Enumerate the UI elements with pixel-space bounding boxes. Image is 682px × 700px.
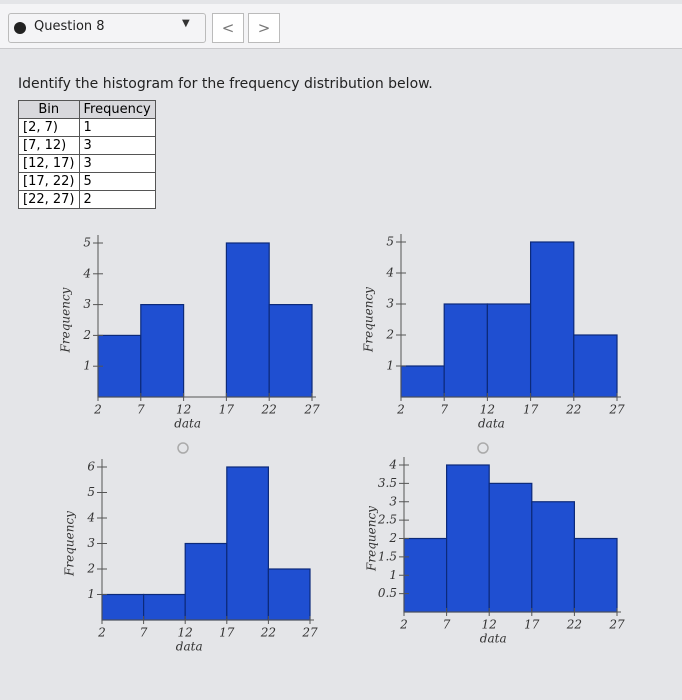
y-tick-label: 3	[87, 536, 95, 550]
y-tick-label: 3	[389, 494, 397, 508]
x-axis-label: data	[480, 632, 507, 646]
x-tick-label: 17	[523, 403, 539, 417]
x-tick-label: 2	[97, 626, 106, 640]
histogram-bar	[267, 568, 311, 621]
x-tick-label: 12	[176, 403, 191, 417]
x-tick-label: 22	[260, 626, 276, 640]
histogram-bar	[268, 304, 313, 398]
y-tick-label: 1	[386, 359, 394, 373]
histogram-bar	[184, 542, 228, 621]
y-tick-label: 2	[388, 531, 397, 545]
histogram-bar	[529, 241, 575, 398]
cell: [12, 17)	[18, 154, 80, 173]
y-tick-label: 4	[385, 266, 394, 280]
y-tick-label: 4	[82, 266, 91, 280]
x-tick-label: 17	[524, 618, 540, 632]
y-tick-label: 2	[82, 328, 91, 342]
y-tick-label: 1.5	[378, 549, 397, 563]
y-axis-label: Frequency	[365, 506, 379, 572]
histogram-bar	[226, 466, 270, 621]
x-tick-label: 12	[480, 403, 495, 417]
x-tick-label: 7	[137, 403, 145, 417]
y-tick-label: 1	[87, 587, 95, 601]
histogram-bar	[225, 242, 270, 398]
histogram-bar	[97, 334, 142, 398]
histogram-bar	[143, 593, 186, 621]
histogram-bar	[573, 334, 618, 398]
x-tick-label: 2	[396, 403, 405, 417]
y-tick-label: 5	[83, 236, 91, 250]
x-axis-label: data	[176, 640, 203, 654]
x-tick-label: 17	[219, 626, 235, 640]
header-bar: Question 8 ▼ < >	[0, 4, 682, 49]
y-tick-label: 4	[388, 458, 397, 472]
cell: [2, 7)	[18, 118, 80, 137]
cell: [17, 22)	[18, 172, 80, 191]
histogram-bar	[403, 537, 448, 613]
status-dot	[14, 22, 26, 34]
y-tick-label: 6	[87, 460, 95, 474]
col-header: Bin	[18, 100, 80, 119]
x-tick-label: 22	[565, 403, 581, 417]
y-tick-label: 2	[385, 328, 394, 342]
dropdown-arrow: ▼	[182, 18, 190, 29]
x-tick-label: 2	[93, 403, 102, 417]
y-axis-label: Frequency	[63, 511, 77, 577]
answer-radio[interactable]	[477, 442, 489, 454]
x-tick-label: 12	[482, 618, 497, 632]
x-tick-label: 12	[178, 626, 193, 640]
y-tick-label: 2.5	[377, 513, 397, 527]
x-tick-label: 27	[608, 403, 625, 417]
y-tick-label: 2	[86, 562, 95, 576]
histogram-bar	[486, 303, 532, 398]
y-tick-label: 0.5	[378, 586, 397, 600]
y-tick-label: 3	[83, 297, 91, 311]
y-tick-label: 3	[386, 297, 394, 311]
frequency-table: Bin Frequency [2, 7) 1 [7, 12) 3 [12, 17) 3 …	[18, 100, 156, 209]
y-tick-label: 4	[86, 511, 95, 525]
x-tick-label: 22	[566, 618, 582, 632]
x-tick-label: 7	[443, 618, 451, 632]
histogram-bar	[400, 365, 445, 398]
x-tick-label: 17	[219, 403, 235, 417]
y-tick-label: 3.5	[378, 476, 397, 490]
prev-button[interactable]: <	[212, 13, 244, 43]
question-label: Question 8	[34, 19, 105, 34]
x-tick-label: 27	[303, 403, 320, 417]
y-tick-label: 1	[83, 359, 91, 373]
x-tick-label: 22	[261, 403, 277, 417]
question-select[interactable]	[8, 13, 206, 43]
cell: 2	[78, 190, 156, 209]
x-axis-label: data	[174, 417, 201, 431]
x-tick-label: 7	[140, 626, 148, 640]
histogram-bar	[446, 464, 490, 613]
histogram-bar	[101, 593, 145, 621]
x-tick-label: 27	[301, 626, 318, 640]
histogram-bar	[488, 482, 533, 613]
x-tick-label: 2	[399, 618, 408, 632]
y-tick-label: 1	[389, 568, 397, 582]
next-button[interactable]: >	[248, 13, 280, 43]
y-axis-label: Frequency	[59, 287, 73, 353]
histogram-bar	[140, 304, 185, 398]
prompt: Identify the histogram for the frequency…	[18, 76, 433, 92]
x-tick-label: 27	[608, 618, 625, 632]
x-tick-label: 7	[440, 403, 448, 417]
col-header: Frequency	[78, 100, 156, 119]
y-tick-label: 5	[87, 485, 95, 499]
histogram-bar	[531, 501, 575, 613]
histogram-bar	[573, 537, 618, 613]
y-tick-label: 5	[386, 235, 394, 249]
y-axis-label: Frequency	[362, 287, 376, 353]
x-axis-label: data	[478, 417, 505, 431]
histogram-bar	[443, 303, 489, 398]
answer-radio[interactable]	[177, 442, 189, 454]
